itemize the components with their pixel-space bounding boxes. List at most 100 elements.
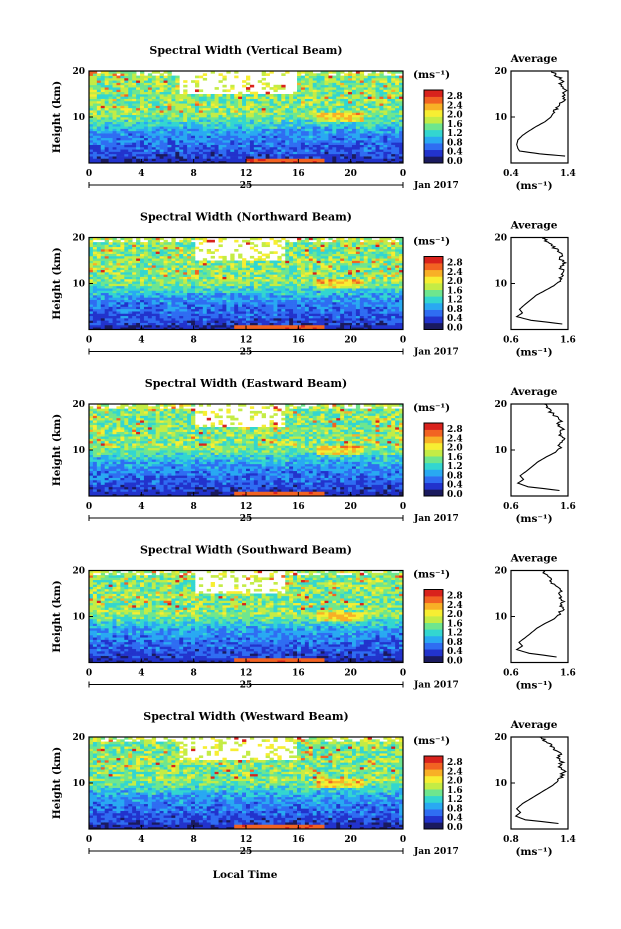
heatmap-cell <box>316 114 321 118</box>
heatmap-cell <box>253 318 259 321</box>
heatmap-cell <box>273 137 278 141</box>
heatmap-cell <box>348 140 353 143</box>
heatmap-cell <box>92 107 98 111</box>
heatmap-cell <box>167 251 172 254</box>
heatmap-cell <box>340 156 345 159</box>
heatmap-cell <box>285 246 290 250</box>
heatmap-cell <box>328 77 333 81</box>
heatmap-cell <box>112 117 117 120</box>
heatmap-cell <box>187 103 192 106</box>
heatmap-cell <box>344 98 349 102</box>
heatmap-cell <box>285 103 290 106</box>
heatmap-cell <box>269 304 274 307</box>
heatmap-cell <box>355 144 361 148</box>
heatmap-cell <box>124 126 129 129</box>
heatmap-cell <box>163 306 168 310</box>
heatmap-cell <box>136 295 141 298</box>
heatmap-cell <box>226 313 231 317</box>
heatmap-cell <box>242 126 247 129</box>
heatmap-cell <box>191 135 196 139</box>
heatmap-cell <box>155 110 160 113</box>
heatmap-cell <box>128 262 133 266</box>
heatmap-cell <box>202 100 208 104</box>
heatmap-cell <box>140 137 145 141</box>
heatmap-cell <box>210 274 215 277</box>
heatmap-cell <box>363 98 369 102</box>
heatmap-cell <box>112 137 117 141</box>
heatmap-cell <box>124 75 129 79</box>
heatmap-cell <box>395 89 400 93</box>
heatmap-cell <box>171 283 176 287</box>
heatmap-cell <box>171 239 176 243</box>
heatmap-cell <box>234 295 239 298</box>
heatmap-cell <box>108 283 113 287</box>
heatmap-cell <box>355 98 361 102</box>
heatmap-cell <box>226 94 231 97</box>
heatmap-cell <box>371 112 376 116</box>
heatmap-cell <box>132 96 137 99</box>
heatmap-cell <box>300 322 306 326</box>
heatmap-cell <box>202 313 208 317</box>
heatmap-cell <box>159 110 164 113</box>
heatmap-cell <box>92 249 98 252</box>
heatmap-cell <box>281 285 286 289</box>
heatmap-cell <box>89 98 94 102</box>
heatmap-cell <box>375 144 380 148</box>
heatmap-cell <box>355 73 361 76</box>
heatmap-cell <box>379 84 384 88</box>
heatmap-cell <box>226 89 231 93</box>
heatmap-cell <box>136 255 141 259</box>
heatmap-cell <box>92 112 98 116</box>
heatmap-cell <box>210 142 215 145</box>
heatmap-cell <box>143 322 149 326</box>
heatmap-cell <box>128 146 133 150</box>
heatmap-cell <box>151 117 157 120</box>
panel-2: Spectral Width (Northward Beam)2010Heigh… <box>51 211 576 359</box>
heatmap-cell <box>328 80 333 83</box>
heatmap-cell <box>395 160 400 164</box>
heatmap-cell <box>120 320 125 323</box>
heatmap-cell <box>214 276 219 280</box>
heatmap-cell <box>312 84 317 88</box>
heatmap-cell <box>202 320 208 323</box>
heatmap-cell <box>348 110 353 113</box>
heatmap-cell <box>159 327 164 330</box>
heatmap-cell <box>175 151 180 155</box>
heatmap-cell <box>399 98 404 102</box>
heatmap-cell <box>143 304 149 307</box>
heatmap-cell <box>399 87 404 90</box>
heatmap-cell <box>265 301 270 305</box>
heatmap-cell <box>230 142 235 145</box>
heatmap-cell <box>140 297 145 300</box>
heatmap-cell <box>116 299 121 303</box>
heatmap-cell <box>359 149 365 152</box>
heatmap-cell <box>147 237 153 241</box>
heatmap-cell <box>147 130 153 134</box>
heatmap-cell <box>297 274 302 277</box>
heatmap-cell <box>136 267 141 271</box>
heatmap-cell <box>367 142 372 145</box>
heatmap-cell <box>277 153 282 157</box>
heatmap-cell <box>285 71 290 74</box>
heatmap-cell <box>163 288 168 291</box>
heatmap-cell <box>112 267 117 271</box>
heatmap-cell <box>300 251 306 254</box>
heatmap-cell <box>293 146 298 150</box>
heatmap-cell <box>140 281 145 284</box>
heatmap-cell <box>202 274 208 277</box>
heatmap-cell <box>194 153 200 157</box>
heatmap-cell <box>344 133 349 136</box>
heatmap-cell <box>285 276 290 280</box>
heatmap-cell <box>210 288 215 291</box>
average-profile-line <box>516 70 568 157</box>
heatmap-cell <box>269 269 274 273</box>
colorbar-unit: (ms⁻¹) <box>413 69 450 81</box>
heatmap-cell <box>191 133 196 136</box>
heatmap-cell <box>206 133 212 136</box>
heatmap-cell <box>163 239 168 243</box>
heatmap-cell <box>246 89 251 93</box>
heatmap-cell <box>257 251 263 254</box>
heatmap-cell <box>253 292 259 296</box>
heatmap-cell <box>218 301 223 305</box>
heatmap-cell <box>249 98 255 102</box>
